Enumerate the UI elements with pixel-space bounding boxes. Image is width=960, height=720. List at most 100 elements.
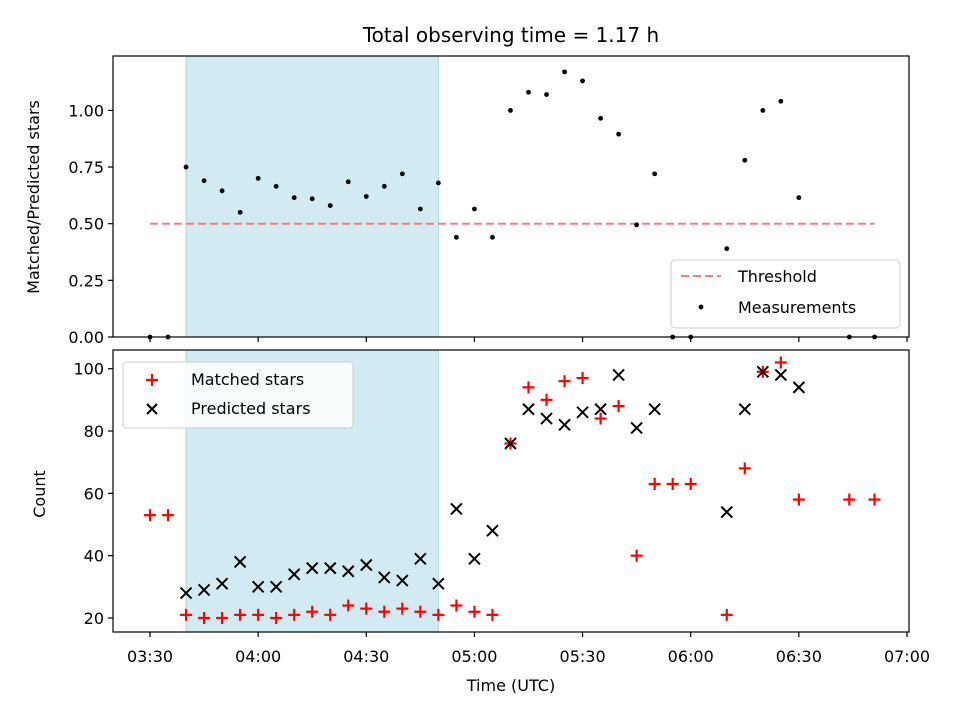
predicted-star-point (792, 381, 806, 394)
measurement-point (526, 89, 531, 95)
measurement-point (562, 69, 567, 75)
matched-star-point (666, 477, 679, 490)
top-legend: Threshold Measurements (670, 259, 901, 329)
measurement-point (309, 196, 315, 202)
measurement-point (201, 178, 207, 184)
matched-star-point (612, 400, 625, 413)
predicted-star-point (594, 402, 607, 416)
predicted-star-point (648, 402, 661, 416)
matched-star-point (630, 549, 643, 562)
predicted-star-point (774, 368, 788, 382)
matched-star-point (234, 608, 247, 621)
matched-star-points (144, 356, 881, 624)
matched-star-point (414, 605, 427, 618)
predicted-star-point (197, 583, 211, 597)
x-tick-label: 07:00 (884, 647, 930, 666)
matched-star-point (774, 356, 787, 369)
legend-measurements-label: Measurements (738, 298, 856, 317)
matched-star-point (738, 462, 751, 475)
matched-star-point (342, 599, 355, 612)
measurement-point (490, 234, 495, 240)
legend-predicted-label: Predicted stars (191, 399, 311, 418)
measurement-point (598, 115, 603, 121)
y-tick-label: 0.50 (68, 215, 104, 234)
top-panel: 0.00 0.25 0.50 0.75 1.00 Matched/Predicted s… (24, 55, 910, 347)
measurement-point (273, 183, 279, 189)
top-y-axis-label: Matched/Predicted stars (24, 100, 43, 294)
x-tick-label: 04:30 (343, 647, 389, 666)
x-tick-label: 06:00 (668, 647, 714, 666)
measurement-point (742, 157, 748, 163)
matched-star-point (216, 611, 229, 624)
y-tick-label: 0.00 (68, 328, 104, 347)
y-tick-label: 100 (73, 360, 104, 379)
predicted-star-points (179, 365, 806, 600)
legend-threshold-label: Threshold (737, 267, 817, 286)
y-tick-label: 80 (84, 422, 104, 441)
predicted-star-point (251, 580, 265, 594)
top-y-ticks: 0.00 0.25 0.50 0.75 1.00 (68, 101, 113, 347)
predicted-star-point (432, 577, 445, 590)
x-tick-label: 03:30 (127, 647, 173, 666)
matched-star-point (324, 608, 337, 621)
measurement-point (291, 195, 297, 201)
measurement-points (147, 69, 877, 340)
measurement-point (399, 171, 405, 177)
bottom-panel: 20 40 60 80 100 03:30 04:00 04:30 05:00 05:30 06:… (30, 349, 930, 695)
measurement-point (652, 171, 658, 177)
predicted-star-point (486, 524, 499, 537)
predicted-star-point (540, 412, 553, 425)
legend-matched-label: Matched stars (191, 370, 304, 389)
predicted-star-point (450, 502, 463, 516)
predicted-star-point (414, 552, 427, 565)
measurement-point (363, 194, 369, 199)
predicted-star-point (468, 552, 481, 565)
measurement-point (435, 180, 441, 186)
predicted-star-point (504, 437, 517, 450)
measurement-point (544, 92, 549, 97)
predicted-star-point (720, 505, 733, 519)
measurement-point (454, 234, 459, 240)
predicted-star-point (378, 571, 391, 584)
matched-star-point (468, 605, 481, 618)
matched-star-point (843, 493, 856, 506)
measurement-point (778, 98, 784, 104)
matched-star-point (450, 599, 463, 612)
matched-star-point (306, 605, 319, 618)
predicted-star-point (342, 565, 355, 578)
predicted-star-point (233, 555, 247, 569)
x-tick-label: 05:30 (560, 647, 606, 666)
legend-matched-swatch (146, 374, 158, 386)
measurement-point (508, 107, 513, 113)
bottom-legend: Matched stars Predicted stars (122, 361, 354, 429)
measurement-point (255, 175, 261, 181)
x-tick-label: 04:00 (235, 647, 281, 666)
chart-title: Total observing time = 1.17 h (362, 23, 659, 47)
y-tick-label: 60 (84, 484, 104, 503)
matched-star-point (868, 493, 881, 506)
y-tick-label: 0.25 (68, 271, 104, 290)
bottom-axes-frame (112, 349, 910, 633)
predicted-star-point (558, 418, 571, 431)
matched-star-point (378, 605, 391, 618)
predicted-star-point (269, 580, 283, 594)
matched-star-point (162, 509, 175, 522)
y-tick-label: 1.00 (68, 101, 104, 120)
matched-star-point (522, 381, 535, 394)
matched-star-point (144, 509, 156, 522)
measurement-point (796, 195, 802, 201)
bottom-y-axis-label: Count (30, 470, 49, 518)
bottom-y-ticks: 20 40 60 80 100 (73, 360, 113, 628)
matched-star-point (792, 493, 805, 506)
predicted-star-point (396, 574, 409, 587)
measurement-point (183, 164, 189, 170)
matched-star-point (720, 608, 733, 621)
predicted-star-point (324, 561, 337, 575)
predicted-star-point (360, 558, 373, 572)
matched-star-point (648, 477, 661, 490)
y-tick-label: 40 (84, 547, 104, 566)
predicted-star-point (287, 568, 301, 581)
matched-star-point (432, 608, 445, 621)
matched-star-point (252, 608, 265, 621)
matched-star-point (270, 611, 283, 624)
